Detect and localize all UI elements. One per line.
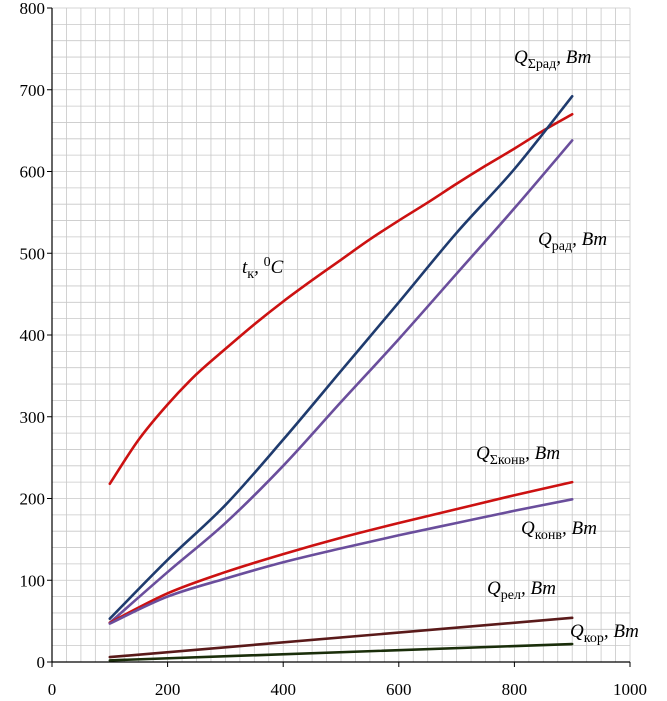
label-q-rel: Qрел, Вт (487, 578, 556, 603)
y-tick-label: 100 (20, 571, 46, 590)
series-line-Q_kor (108, 642, 574, 662)
y-tick-label: 600 (20, 163, 46, 182)
label-q-konv: Qконв, Вт (521, 518, 597, 543)
series-line-Q_rad (108, 139, 574, 625)
y-tick-label: 200 (20, 490, 46, 509)
y-tick-label: 800 (20, 0, 46, 18)
x-tick-label: 1000 (613, 680, 647, 699)
x-tick-label: 800 (502, 680, 528, 699)
series-line-t_k (108, 112, 574, 486)
series-line-Q_konv (108, 498, 574, 625)
series-group (108, 94, 574, 662)
x-tick-label: 200 (155, 680, 181, 699)
axes: 0 100 200 300 400 500 600 700 800 0 200 400 600 800 10… (20, 0, 648, 699)
label-q-sum-konv: QΣконв, Вт (476, 443, 560, 468)
x-tick-label: 400 (270, 680, 296, 699)
y-tick-label: 300 (20, 408, 46, 427)
x-tick-label: 600 (386, 680, 412, 699)
y-tick-label: 700 (20, 81, 46, 100)
y-tick-label: 500 (20, 244, 46, 263)
y-tick-label: 0 (37, 653, 46, 672)
y-tick-label: 400 (20, 326, 46, 345)
label-q-rad: Qрад, Вт (538, 229, 607, 254)
x-tick-label: 0 (48, 680, 57, 699)
series-line-Q_sum_konv (108, 480, 574, 625)
label-q-kor: Qкор, Вт (570, 621, 639, 646)
series-line-Q_sum_rad (108, 94, 574, 620)
series-line-Q_rel (108, 616, 574, 659)
label-q-sum-rad: QΣрад, Вт (514, 47, 591, 72)
grid (51, 7, 631, 663)
label-t-k: tк, 0C (242, 255, 284, 282)
